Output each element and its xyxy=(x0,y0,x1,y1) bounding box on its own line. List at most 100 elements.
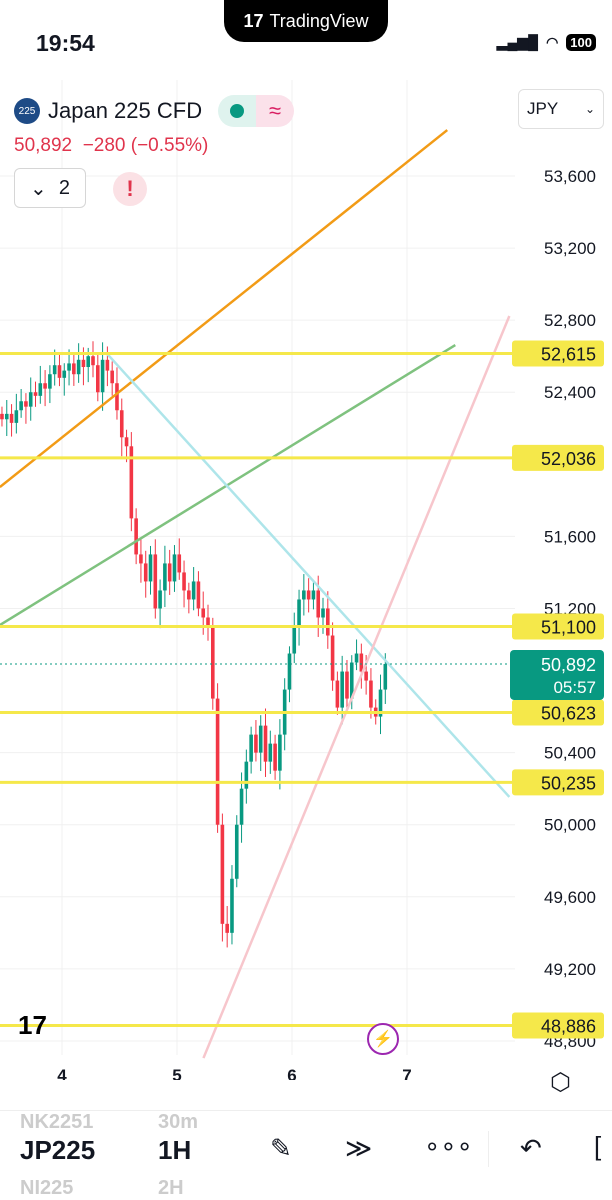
candle-body xyxy=(306,590,311,600)
candle-body xyxy=(378,689,383,717)
candle-body xyxy=(297,599,301,627)
y-tick-label: 50,400 xyxy=(544,744,596,763)
candle-body xyxy=(86,356,91,368)
y-tick-label: 53,600 xyxy=(544,167,596,186)
candle-body xyxy=(24,401,28,407)
candle-body xyxy=(48,374,52,389)
candle-body xyxy=(76,359,81,375)
lightning-icon[interactable]: ⚡ xyxy=(367,1023,399,1055)
candle-body xyxy=(139,554,143,564)
candle-body xyxy=(163,563,167,591)
candle-body xyxy=(9,413,14,423)
interval-next[interactable]: 2H xyxy=(158,1177,184,1199)
candle-body xyxy=(225,923,229,933)
last-price: 50,892 xyxy=(14,135,73,156)
candle-body xyxy=(110,370,114,384)
candle-body xyxy=(230,878,234,933)
candle-body xyxy=(153,554,158,609)
level-badge-label: 48,886 xyxy=(541,1016,596,1036)
signal-icon: ▂▄▆█ xyxy=(496,34,539,50)
candle-body xyxy=(158,590,162,609)
indicators-toggle-button[interactable]: ⌄ 2 xyxy=(14,168,86,208)
symbol-header[interactable]: 225 Japan 225 CFD ≈ xyxy=(14,95,295,127)
interval-prev[interactable]: 30m xyxy=(158,1111,199,1133)
candle-body xyxy=(364,671,368,681)
symbol-title[interactable]: Japan 225 CFD xyxy=(48,98,203,123)
candle-body xyxy=(100,359,105,393)
candle-body xyxy=(268,743,273,762)
candle-body xyxy=(340,671,344,708)
trend-line xyxy=(202,315,511,1059)
undo-icon[interactable]: ↶ xyxy=(520,1133,542,1163)
app-badge-label: TradingView xyxy=(269,10,369,31)
indicators-count: 2 xyxy=(58,176,70,199)
status-icons: ▂▄▆█ ◠ 100 xyxy=(497,34,596,51)
candle-body xyxy=(321,608,325,618)
symbol-next[interactable]: NI225 xyxy=(20,1177,74,1199)
settings-hexagon-icon[interactable]: ⬡ xyxy=(550,1069,571,1096)
candle-body xyxy=(14,410,19,423)
candle-body xyxy=(148,554,153,582)
y-tick-label: 49,200 xyxy=(544,960,596,979)
candle-body xyxy=(292,626,297,654)
candle-body xyxy=(383,663,388,690)
candle-body xyxy=(0,413,4,420)
candle-body xyxy=(67,363,71,371)
candle-body xyxy=(43,383,47,389)
candle-body xyxy=(234,824,239,879)
fullscreen-icon[interactable]: [ xyxy=(594,1131,602,1161)
indicators-icon[interactable]: ≫ xyxy=(345,1133,373,1163)
alert-icon[interactable]: ! xyxy=(113,172,147,206)
x-tick-label: 7 xyxy=(402,1066,411,1080)
candle-body xyxy=(330,635,335,681)
delayed-data-icon: ≈ xyxy=(256,95,295,127)
candle-body xyxy=(191,581,196,600)
wifi-icon: ◠ xyxy=(546,34,559,50)
candle-body xyxy=(244,761,249,789)
symbol-selector[interactable]: JP225 xyxy=(20,1135,96,1165)
level-badge xyxy=(512,1012,604,1039)
candle-body xyxy=(345,671,349,699)
candle-body xyxy=(134,518,138,555)
more-icon[interactable]: ∘∘∘ xyxy=(424,1131,473,1161)
candle-body xyxy=(335,680,340,708)
change-value: −280 (−0.55%) xyxy=(82,135,209,156)
y-tick-label: 52,400 xyxy=(544,383,596,402)
candle-body xyxy=(201,608,206,618)
level-badge-label: 50,235 xyxy=(541,773,596,793)
candle-body xyxy=(33,392,38,396)
candle-body xyxy=(239,788,244,825)
market-status-pill[interactable]: ≈ xyxy=(218,95,295,127)
level-badge-label: 51,100 xyxy=(541,618,596,638)
y-tick-label: 53,200 xyxy=(544,239,596,258)
candle-body xyxy=(96,365,100,393)
symbol-prev[interactable]: NK2251 xyxy=(20,1111,94,1133)
price-chart[interactable]: 4 5 6 753,60053,20052,80052,40051,60051,200… xyxy=(0,80,612,1080)
candle-body xyxy=(115,383,119,411)
draw-pencil-icon[interactable]: ✎ xyxy=(270,1133,292,1163)
currency-select[interactable]: JPY ⌄ xyxy=(518,89,604,129)
tradingview-logo: 17 xyxy=(18,1010,47,1040)
divider xyxy=(488,1131,489,1167)
candle-body xyxy=(254,734,258,753)
y-tick-label: 51,600 xyxy=(544,527,596,546)
candle-body xyxy=(81,359,86,368)
symbol-logo: 225 xyxy=(14,98,40,124)
candle-body xyxy=(143,563,148,582)
candle-body xyxy=(124,437,129,447)
candle-body xyxy=(302,590,306,600)
candle-body xyxy=(172,554,177,582)
candle-body xyxy=(263,725,268,762)
candle-body xyxy=(72,363,76,375)
tradingview-badge: 17 TradingView xyxy=(224,0,388,42)
price-change: 50,892 −280 (−0.55%) xyxy=(14,135,208,157)
x-tick-label: 4 xyxy=(57,1066,67,1080)
last-price-badge xyxy=(510,649,604,700)
candle-body xyxy=(62,370,67,378)
market-open-dot-icon xyxy=(230,104,245,118)
candle-body xyxy=(311,590,316,600)
candle-body xyxy=(119,410,124,438)
interval-selector[interactable]: 1H xyxy=(158,1135,192,1165)
status-time: 19:54 xyxy=(36,30,95,56)
tv-icon: 17 xyxy=(243,10,264,31)
